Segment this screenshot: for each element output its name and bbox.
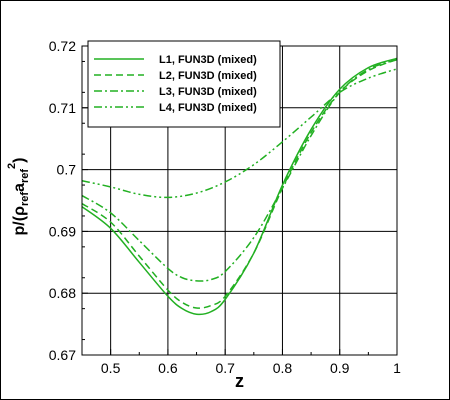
- y-tick-label: 0.68: [49, 285, 76, 301]
- y-tick-label: 0.71: [49, 100, 76, 116]
- y-tick-label: 0.72: [49, 38, 76, 54]
- x-tick-label: 0.8: [273, 360, 293, 376]
- legend-box: [87, 40, 281, 128]
- x-tick-label: 0.5: [101, 360, 121, 376]
- legend-label-4: L4, FUN3D (mixed): [159, 102, 257, 114]
- series-line-4: [81, 68, 398, 199]
- series-line-1: [81, 57, 398, 316]
- legend-label-2: L2, FUN3D (mixed): [159, 70, 257, 82]
- y-axis-title-sup: 2: [6, 163, 18, 169]
- y-axis-title-sub2: ref: [19, 169, 31, 183]
- y-axis-title-base: p/(ρ: [11, 206, 28, 236]
- x-axis-title: z: [235, 371, 244, 391]
- y-tick-label: 0.69: [49, 223, 76, 239]
- x-tick-label: 1: [393, 360, 401, 376]
- ticks: 0.5 0.6 0.7 0.8 0.9 1 0.67 0.68 0.69 0.7 0.71 0.72: [49, 38, 401, 376]
- y-axis-title: p/(ρrefaref2): [6, 158, 31, 236]
- y-axis-title-end: ): [11, 158, 28, 163]
- x-tick-label: 0.7: [215, 360, 235, 376]
- y-axis-title-sub1: ref: [19, 192, 31, 206]
- legend-label-3: L3, FUN3D (mixed): [159, 86, 257, 98]
- y-tick-label: 0.7: [57, 162, 77, 178]
- series-line-3: [81, 58, 398, 282]
- legend-label-1: L1, FUN3D (mixed): [159, 54, 257, 66]
- y-axis-title-mid: a: [11, 183, 28, 192]
- legend: L1, FUN3D (mixed) L2, FUN3D (mixed) L3, FU…: [87, 40, 281, 128]
- x-tick-label: 0.9: [330, 360, 350, 376]
- y-tick-label: 0.67: [49, 347, 76, 363]
- x-tick-label: 0.6: [158, 360, 178, 376]
- series-group: [81, 57, 398, 316]
